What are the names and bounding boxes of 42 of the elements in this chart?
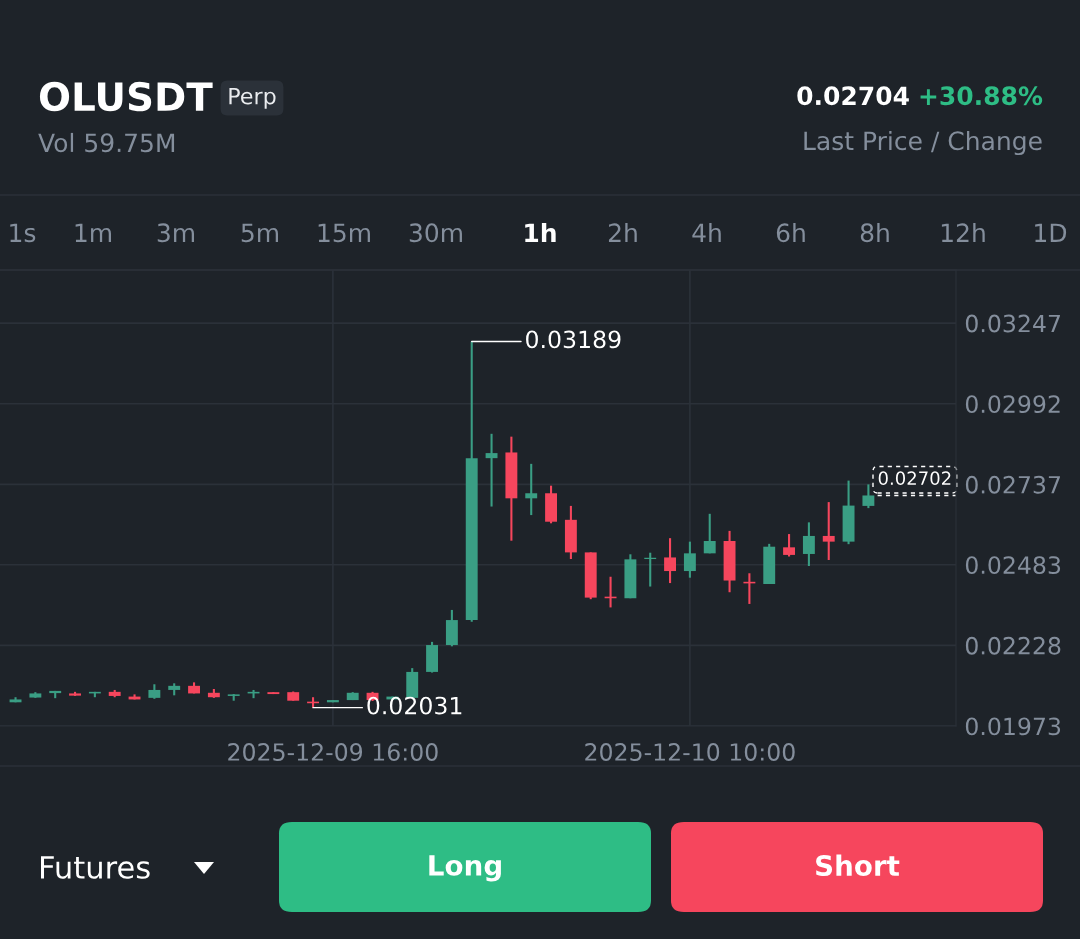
candlestick [683,540,696,579]
candlestick [802,521,815,568]
y-tick-label: 0.02737 [965,475,1060,494]
text: 5m [241,223,279,243]
text: 1m [75,223,112,242]
ref-line-label: 0.02702 [878,471,951,486]
text: Last Price / Change [804,130,1042,156]
y-tick-label: 0.02992 [965,395,1060,414]
text: 1s [10,223,36,243]
text: Perp [229,87,276,109]
chart-title: OLUSDT [39,81,213,112]
x-tick-label: 2025-12-09 16:00 [228,743,438,761]
text: Short [816,854,900,877]
annotation: 0.03189 [526,330,621,349]
y-tick-label: 0.03247 [965,314,1060,333]
candlestick [703,512,716,555]
text: Futures [41,856,150,879]
text: 0.02704 [797,86,909,106]
text: 1h [525,222,556,242]
y-tick-label: 0.01973 [965,717,1061,736]
text: 2h [608,222,637,242]
text: 1D [1035,223,1067,242]
text: 8h [860,222,889,243]
y-tick-label: 0.02483 [965,556,1061,575]
candlestick [525,462,538,517]
x-tick-label: 2025-12-10 10:00 [585,743,795,761]
text: 12h [941,222,985,242]
text: Long [429,855,501,882]
text: 6h [776,222,805,243]
text: 4h [692,222,721,242]
text: 15m [318,223,370,243]
text: 30m [409,223,462,243]
y-tick-label: 0.02228 [965,636,1061,655]
candlestick [485,432,498,508]
candlestick [664,537,677,585]
annotation: 0.02031 [367,696,462,715]
text: +30.88% [920,86,1043,106]
candlestick [822,501,835,562]
text: 3m [157,223,195,243]
candlestick [783,533,796,558]
candlestick [862,483,875,510]
chart-subtitle: Vol 59.75M [38,132,175,153]
